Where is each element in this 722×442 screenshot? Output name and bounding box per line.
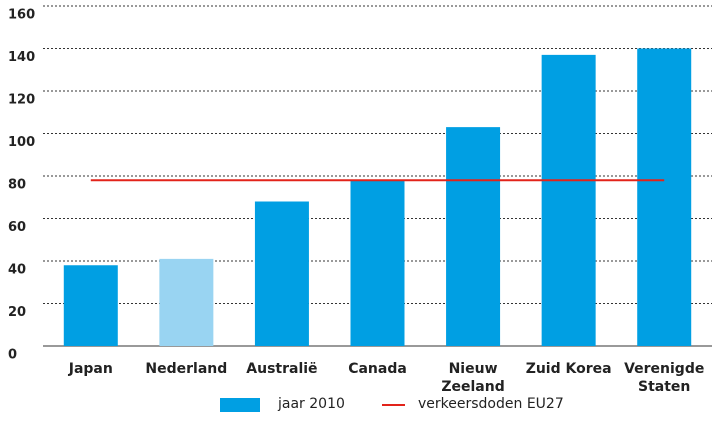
bar xyxy=(63,265,118,346)
y-tick-label: 60 xyxy=(8,220,26,235)
y-tick-label: 140 xyxy=(8,50,35,65)
y-tick-label: 80 xyxy=(8,178,26,193)
y-tick-label: 120 xyxy=(8,93,35,108)
x-tick-label: Nederland xyxy=(145,361,228,377)
bar xyxy=(159,258,214,346)
x-tick-label: Japan xyxy=(68,361,113,377)
x-tick-label: Australië xyxy=(246,361,318,377)
bar xyxy=(637,48,692,346)
legend-swatch xyxy=(220,398,260,412)
legend-label: jaar 2010 xyxy=(278,396,345,412)
y-tick-label: 40 xyxy=(8,263,26,278)
bar xyxy=(350,180,405,346)
bar xyxy=(446,127,501,346)
y-tick-label: 160 xyxy=(8,8,35,23)
bar xyxy=(541,54,596,346)
x-tick-label: Nieuw Zeeland xyxy=(441,361,505,395)
x-tick-label: Canada xyxy=(348,361,407,377)
bar xyxy=(254,201,309,346)
y-tick-label: 0 xyxy=(8,348,17,363)
legend-label: verkeersdoden EU27 xyxy=(418,396,564,412)
y-tick-label: 20 xyxy=(8,305,26,320)
x-tick-label: Zuid Korea xyxy=(525,361,612,377)
y-tick-label: 100 xyxy=(8,135,35,150)
x-tick-label: Verenigde Staten xyxy=(624,361,705,395)
